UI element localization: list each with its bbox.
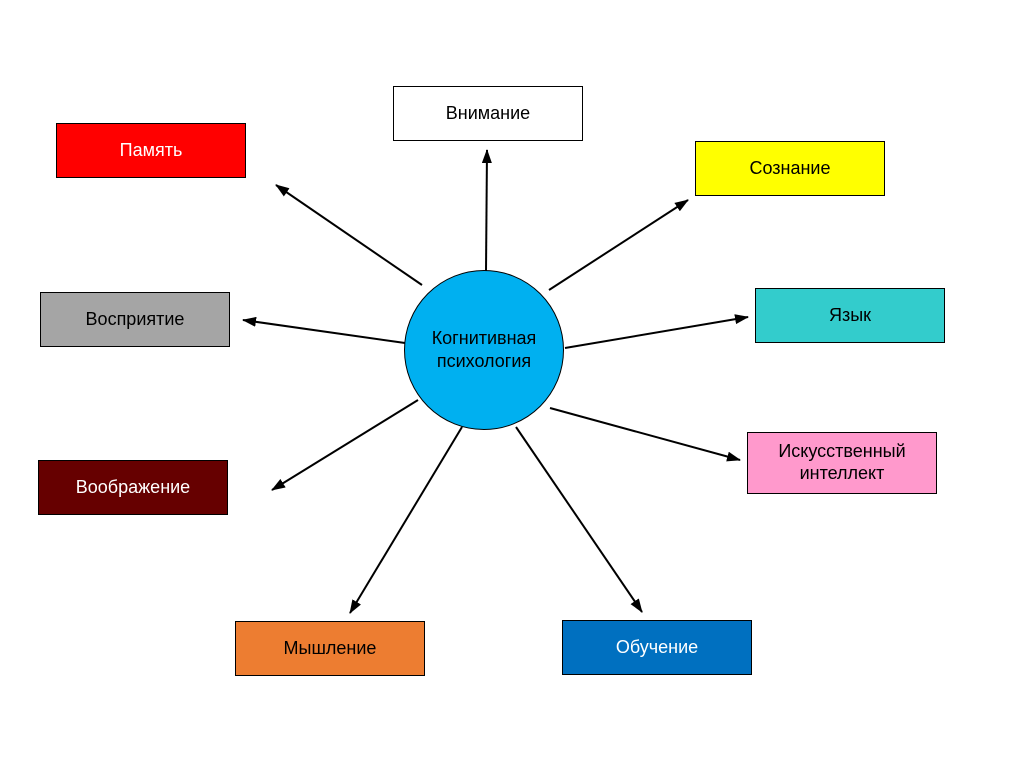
center-node: Когнитивная психология — [404, 270, 564, 430]
box-label-language: Язык — [829, 305, 871, 327]
arrow-6 — [550, 408, 740, 460]
box-ai: Искусственный интеллект — [747, 432, 937, 494]
box-label-attention: Внимание — [446, 103, 530, 125]
box-attention: Внимание — [393, 86, 583, 141]
box-thinking: Мышление — [235, 621, 425, 676]
box-learning: Обучение — [562, 620, 752, 675]
diagram-canvas: Когнитивная психология Внимание Память Соз… — [0, 0, 1024, 767]
box-imagination: Воображение — [38, 460, 228, 515]
arrow-0 — [486, 150, 487, 271]
arrow-4 — [565, 317, 748, 348]
box-memory: Память — [56, 123, 246, 178]
arrow-8 — [516, 427, 642, 612]
arrow-5 — [272, 400, 418, 490]
box-label-ai: Искусственный интеллект — [778, 441, 905, 484]
box-label-imagination: Воображение — [76, 477, 190, 499]
box-label-perception: Восприятие — [86, 309, 185, 331]
arrow-7 — [350, 427, 462, 613]
box-label-learning: Обучение — [616, 637, 698, 659]
arrow-3 — [243, 320, 405, 343]
arrow-2 — [549, 200, 688, 290]
center-label: Когнитивная психология — [432, 327, 537, 374]
box-label-thinking: Мышление — [284, 638, 377, 660]
box-label-consciousness: Сознание — [749, 158, 830, 180]
box-perception: Восприятие — [40, 292, 230, 347]
arrow-1 — [276, 185, 422, 285]
box-label-memory: Память — [120, 140, 183, 162]
box-consciousness: Сознание — [695, 141, 885, 196]
box-language: Язык — [755, 288, 945, 343]
